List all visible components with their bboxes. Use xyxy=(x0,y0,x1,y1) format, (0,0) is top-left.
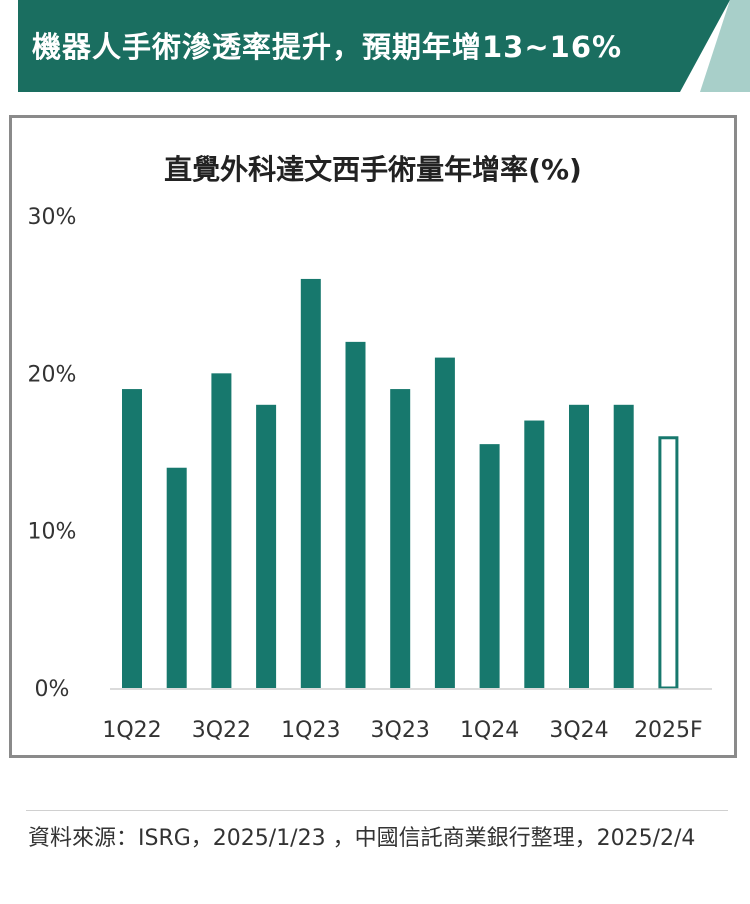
x-tick-label: 3Q23 xyxy=(371,718,430,743)
banner-background xyxy=(18,0,750,92)
x-tick-label: 2025F xyxy=(634,718,703,743)
banner-accent-stripe xyxy=(700,0,750,92)
bar-1Q24 xyxy=(479,444,500,688)
x-tick-label: 1Q22 xyxy=(102,718,161,743)
bar-2Q23 xyxy=(345,341,366,688)
banner-fill xyxy=(18,0,730,92)
x-tick-label: 3Q22 xyxy=(192,718,251,743)
bar-1Q23 xyxy=(300,278,321,688)
bar-2Q24 xyxy=(524,420,545,688)
bar-chart: 0% 10% 20% 30% 1Q22 3Q22 1Q23 3Q23 1Q24 3Q24 2025F xyxy=(28,205,712,743)
bar-1Q22 xyxy=(122,389,142,688)
bar-4Q24 xyxy=(613,404,634,688)
banner-title: 機器人手術滲透率提升，預期年增13~16% xyxy=(32,30,623,64)
chart-title: 直覺外科達文西手術量年增率(%) xyxy=(164,153,582,186)
y-tick-label: 0% xyxy=(35,677,70,702)
x-tick-label: 1Q24 xyxy=(460,718,519,743)
bar-2025F xyxy=(658,436,679,690)
y-tick-label: 10% xyxy=(28,520,77,545)
bar-3Q24 xyxy=(569,404,589,688)
source-note: 資料來源：ISRG，2025/1/23 ，中國信託商業銀行整理，2025/2/4 xyxy=(28,826,696,851)
bar-3Q22 xyxy=(211,373,232,688)
bar-3Q23 xyxy=(390,389,411,688)
x-tick-label: 1Q23 xyxy=(281,718,340,743)
header-banner: 機器人手術滲透率提升，預期年增13~16% xyxy=(18,0,750,92)
bar-4Q23 xyxy=(434,357,455,688)
y-tick-label: 30% xyxy=(28,205,77,230)
footer-divider xyxy=(26,810,728,811)
bar-4Q22 xyxy=(256,404,277,688)
chart-frame: 直覺外科達文西手術量年增率(%) 0% 10% 20% 30% 1Q22 3Q22 1Q23… xyxy=(9,115,737,758)
bar-2Q22 xyxy=(166,467,187,688)
y-tick-label: 20% xyxy=(28,362,77,387)
x-tick-label: 3Q24 xyxy=(549,718,608,743)
